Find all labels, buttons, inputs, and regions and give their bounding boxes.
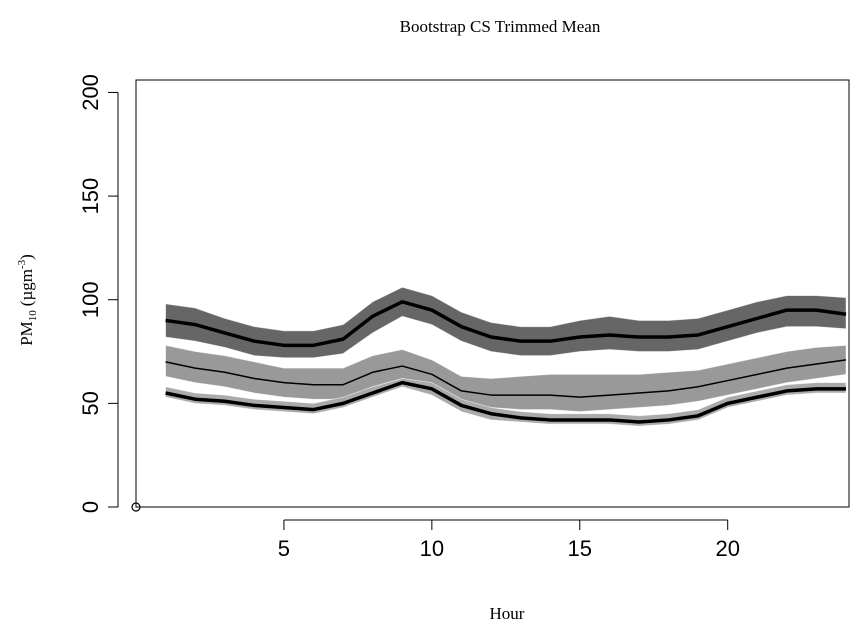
- x-tick-label: 5: [278, 536, 290, 561]
- chart-title: Bootstrap CS Trimmed Mean: [400, 17, 601, 36]
- y-label-main: PM: [17, 321, 36, 346]
- y-label-unit: (µgm: [17, 269, 36, 306]
- y-tick-label: 200: [78, 74, 103, 111]
- x-axis-label: Hour: [490, 604, 525, 623]
- y-label-sup: -3: [16, 259, 28, 269]
- point: [131, 502, 141, 512]
- y-tick-label: 100: [78, 281, 103, 318]
- plot-box: [135, 79, 850, 508]
- y-axis-label: PM10 (µgm-3): [16, 254, 39, 346]
- y-label-end: ): [17, 254, 36, 260]
- mean-line: [165, 380, 847, 424]
- x-tick-label: 20: [715, 536, 739, 561]
- mean-line: [165, 359, 847, 398]
- confidence-band: [165, 378, 847, 427]
- y-tick-label: 150: [78, 178, 103, 215]
- mean-line: [165, 300, 847, 348]
- x-tick-label: 10: [420, 536, 444, 561]
- y-tick-label: 0: [78, 501, 103, 513]
- x-tick-label: 15: [568, 536, 592, 561]
- y-tick-label: 50: [78, 391, 103, 415]
- y-label-sub: 10: [27, 310, 39, 322]
